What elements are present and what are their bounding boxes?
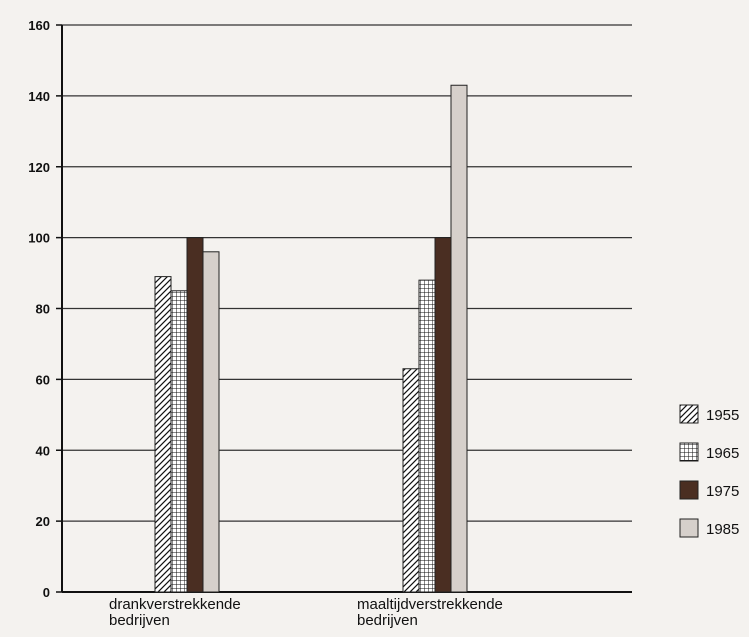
bar-1955-0 — [154, 276, 172, 593]
y-tick-label-120: 120 — [28, 160, 50, 175]
y-tick-label-140: 140 — [28, 89, 50, 104]
bar-1985-1 — [450, 84, 468, 593]
legend-swatch-1975 — [679, 480, 699, 500]
legend-swatch-1965 — [679, 442, 699, 462]
bar-1975-1 — [434, 237, 452, 593]
legend-swatch-1955 — [679, 404, 699, 424]
y-tick-label-20: 20 — [36, 514, 50, 529]
bar-1985-0 — [202, 251, 220, 593]
y-tick-label-100: 100 — [28, 231, 50, 246]
bar-1955-1 — [402, 368, 420, 593]
category-label-1-0: maaltijdverstrekkende — [357, 596, 503, 613]
y-tick-label-160: 160 — [28, 18, 50, 33]
y-tick-label-60: 60 — [36, 372, 50, 387]
category-label-0-0: drankverstrekkende — [109, 596, 241, 613]
y-tick-label-40: 40 — [36, 443, 50, 458]
category-label-0-1: bedrijven — [109, 612, 170, 629]
bars — [154, 84, 468, 593]
bar-1965-1 — [418, 279, 436, 593]
axis-labels: 020406080100120140160drankverstrekkendeb… — [28, 18, 503, 629]
bar-1975-0 — [186, 237, 204, 593]
legend-label-1985: 1985 — [706, 521, 739, 538]
y-tick-label-0: 0 — [43, 585, 50, 600]
gridlines — [62, 24, 632, 522]
category-label-1-1: bedrijven — [357, 612, 418, 629]
legend-label-1975: 1975 — [706, 483, 739, 500]
legend-label-1965: 1965 — [706, 445, 739, 462]
legend: 1955 1965 1975 1985 — [679, 404, 739, 538]
bar-1965-0 — [170, 290, 188, 593]
y-tick-label-80: 80 — [36, 302, 50, 317]
legend-label-1955: 1955 — [706, 407, 739, 424]
legend-swatch-1985 — [679, 518, 699, 538]
